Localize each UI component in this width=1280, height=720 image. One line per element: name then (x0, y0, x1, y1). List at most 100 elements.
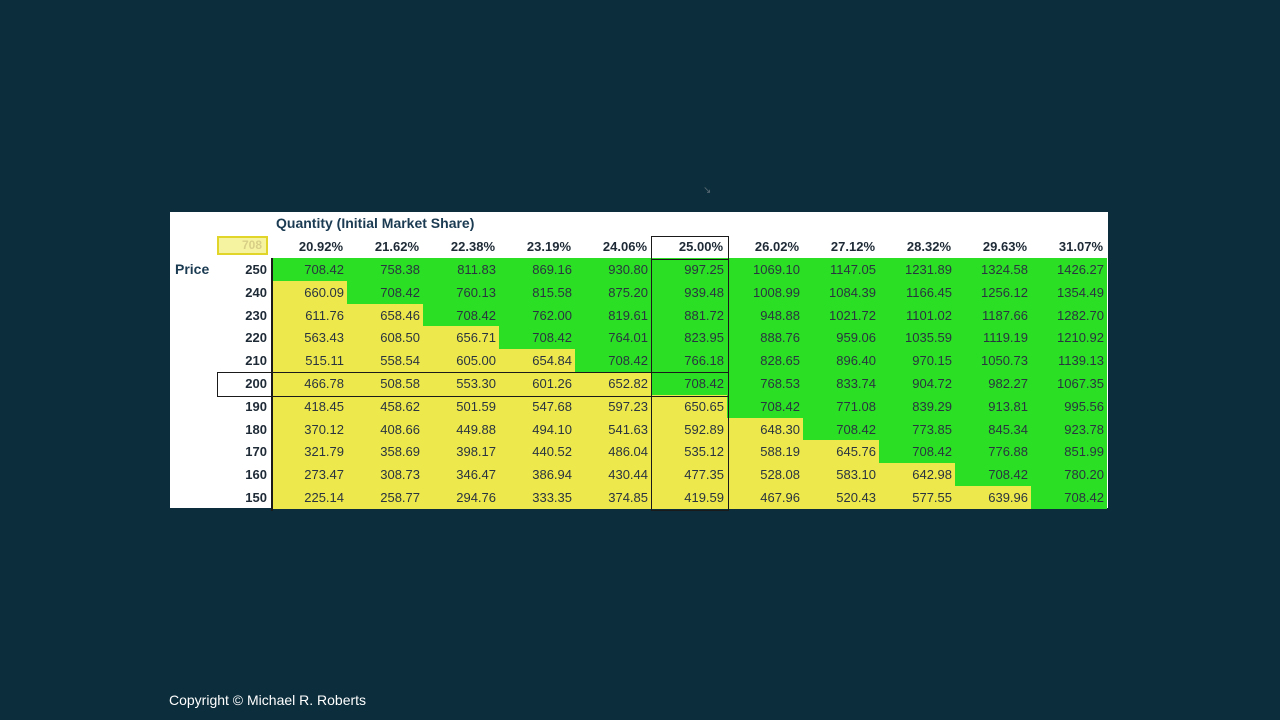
table-cell[interactable]: 888.76 (727, 326, 803, 350)
table-cell[interactable]: 1231.89 (879, 258, 955, 281)
table-cell[interactable]: 851.99 (1031, 440, 1107, 464)
table-cell[interactable]: 558.54 (347, 349, 423, 373)
table-cell[interactable]: 982.27 (955, 372, 1031, 395)
table-cell[interactable]: 650.65 (651, 394, 727, 418)
row-header[interactable]: 190 (245, 398, 267, 414)
table-cell[interactable]: 370.12 (271, 417, 347, 441)
table-cell[interactable]: 418.45 (271, 394, 347, 418)
table-cell[interactable]: 904.72 (879, 372, 955, 395)
table-cell[interactable]: 1008.99 (727, 280, 803, 304)
table-cell[interactable]: 1101.02 (879, 303, 955, 327)
table-cell[interactable]: 1067.35 (1031, 372, 1107, 395)
table-cell[interactable]: 449.88 (423, 417, 499, 441)
table-cell[interactable]: 225.14 (271, 486, 347, 509)
row-header[interactable]: 220 (245, 330, 267, 346)
table-cell[interactable]: 815.58 (499, 280, 575, 304)
column-header[interactable]: 31.07% (1058, 239, 1103, 254)
table-cell[interactable]: 913.81 (955, 394, 1031, 418)
table-cell[interactable]: 597.23 (575, 394, 651, 418)
table-cell[interactable]: 321.79 (271, 440, 347, 464)
table-cell[interactable]: 875.20 (575, 280, 651, 304)
table-cell[interactable]: 708.42 (727, 394, 803, 418)
table-cell[interactable]: 1147.05 (803, 258, 879, 281)
table-cell[interactable]: 881.72 (651, 303, 727, 327)
table-cell[interactable]: 762.00 (499, 303, 575, 327)
row-header[interactable]: 230 (245, 307, 267, 323)
column-header[interactable]: 25.00% (678, 239, 723, 254)
table-cell[interactable]: 823.95 (651, 326, 727, 350)
table-cell[interactable]: 466.78 (271, 372, 347, 395)
corner-reference-cell[interactable]: 708 (217, 236, 268, 255)
table-cell[interactable]: 583.10 (803, 463, 879, 487)
table-cell[interactable]: 1084.39 (803, 280, 879, 304)
column-header[interactable]: 22.38% (450, 239, 495, 254)
table-cell[interactable]: 458.62 (347, 394, 423, 418)
table-cell[interactable]: 708.42 (423, 303, 499, 327)
table-cell[interactable]: 1354.49 (1031, 280, 1107, 304)
row-header[interactable]: 200 (245, 376, 267, 391)
table-cell[interactable]: 1069.10 (727, 258, 803, 281)
table-cell[interactable]: 1139.13 (1031, 349, 1107, 373)
table-cell[interactable]: 528.08 (727, 463, 803, 487)
table-cell[interactable]: 708.42 (575, 349, 651, 373)
table-cell[interactable]: 828.65 (727, 349, 803, 373)
table-cell[interactable]: 408.66 (347, 417, 423, 441)
table-cell[interactable]: 708.42 (651, 372, 727, 395)
table-cell[interactable]: 308.73 (347, 463, 423, 487)
table-cell[interactable]: 374.85 (575, 486, 651, 509)
table-cell[interactable]: 652.82 (575, 372, 651, 395)
table-cell[interactable]: 656.71 (423, 326, 499, 350)
table-cell[interactable]: 645.76 (803, 440, 879, 464)
table-cell[interactable]: 501.59 (423, 394, 499, 418)
table-cell[interactable]: 1282.70 (1031, 303, 1107, 327)
table-cell[interactable]: 605.00 (423, 349, 499, 373)
table-cell[interactable]: 477.35 (651, 463, 727, 487)
table-cell[interactable]: 811.83 (423, 258, 499, 281)
table-cell[interactable]: 819.61 (575, 303, 651, 327)
table-cell[interactable]: 764.01 (575, 326, 651, 350)
table-cell[interactable]: 771.08 (803, 394, 879, 418)
table-cell[interactable]: 553.30 (423, 372, 499, 395)
table-cell[interactable]: 294.76 (423, 486, 499, 509)
table-cell[interactable]: 997.25 (651, 258, 727, 281)
column-header[interactable]: 27.12% (830, 239, 875, 254)
table-cell[interactable]: 654.84 (499, 349, 575, 373)
table-cell[interactable]: 273.47 (271, 463, 347, 487)
table-cell[interactable]: 708.42 (803, 417, 879, 441)
table-cell[interactable]: 708.42 (1031, 486, 1107, 509)
column-header[interactable]: 24.06% (602, 239, 647, 254)
table-cell[interactable]: 768.53 (727, 372, 803, 395)
table-cell[interactable]: 708.42 (347, 280, 423, 304)
table-cell[interactable]: 358.69 (347, 440, 423, 464)
column-header[interactable]: 20.92% (298, 239, 343, 254)
table-cell[interactable]: 773.85 (879, 417, 955, 441)
table-cell[interactable]: 1021.72 (803, 303, 879, 327)
table-cell[interactable]: 508.58 (347, 372, 423, 395)
table-cell[interactable]: 577.55 (879, 486, 955, 509)
table-cell[interactable]: 588.19 (727, 440, 803, 464)
table-cell[interactable]: 494.10 (499, 417, 575, 441)
table-cell[interactable]: 1210.92 (1031, 326, 1107, 350)
table-cell[interactable]: 258.77 (347, 486, 423, 509)
table-cell[interactable]: 608.50 (347, 326, 423, 350)
table-cell[interactable]: 995.56 (1031, 394, 1107, 418)
table-cell[interactable]: 959.06 (803, 326, 879, 350)
table-cell[interactable]: 648.30 (727, 417, 803, 441)
table-cell[interactable]: 708.42 (499, 326, 575, 350)
table-cell[interactable]: 520.43 (803, 486, 879, 509)
table-cell[interactable]: 970.15 (879, 349, 955, 373)
table-cell[interactable]: 708.42 (955, 463, 1031, 487)
table-cell[interactable]: 845.34 (955, 417, 1031, 441)
table-cell[interactable]: 642.98 (879, 463, 955, 487)
table-cell[interactable]: 1324.58 (955, 258, 1031, 281)
column-header[interactable]: 26.02% (754, 239, 799, 254)
row-header[interactable]: 240 (245, 284, 267, 300)
table-cell[interactable]: 333.35 (499, 486, 575, 509)
table-cell[interactable]: 939.48 (651, 280, 727, 304)
table-cell[interactable]: 430.44 (575, 463, 651, 487)
row-header[interactable]: 180 (245, 421, 267, 437)
table-cell[interactable]: 1035.59 (879, 326, 955, 350)
table-cell[interactable]: 601.26 (499, 372, 575, 395)
table-cell[interactable]: 760.13 (423, 280, 499, 304)
table-cell[interactable]: 1050.73 (955, 349, 1031, 373)
